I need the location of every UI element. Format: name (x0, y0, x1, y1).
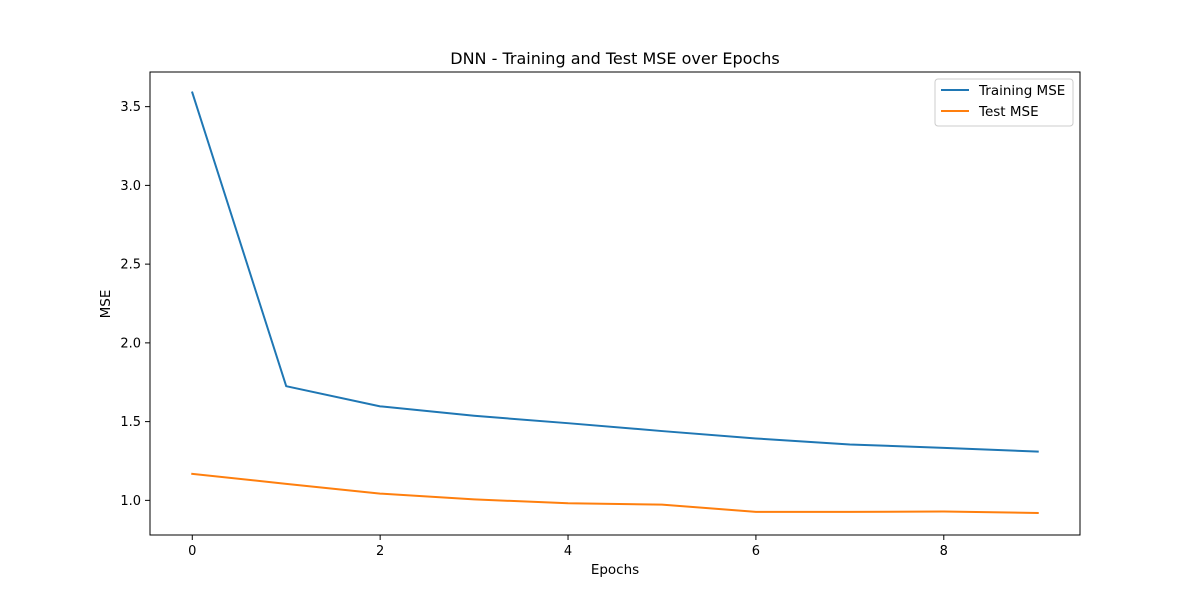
y-axis-label: MSE (98, 290, 114, 319)
x-axis-label: Epochs (591, 562, 639, 578)
axes-layer: 0 2 4 6 8 1.0 1.5 2.0 2.5 3.0 3.5 (120, 71, 1081, 559)
x-tick-label: 2 (376, 544, 384, 559)
y-tick-label: 2.5 (120, 258, 141, 273)
x-tick-label: 6 (752, 544, 760, 559)
y-tick-label: 1.0 (120, 494, 141, 509)
y-tick-label: 3.0 (120, 179, 141, 194)
legend: Training MSE Test MSE (934, 78, 1074, 127)
chart-title: DNN - Training and Test MSE over Epochs (450, 49, 779, 68)
y-tick-label: 2.0 (120, 336, 141, 351)
series-layer (191, 91, 1039, 514)
x-tick-label: 0 (188, 544, 196, 559)
axes-frame (149, 71, 1081, 536)
series-line-test-mse (191, 472, 1039, 514)
x-tick-label: 8 (940, 544, 948, 559)
legend-label: Test MSE (978, 104, 1039, 120)
legend-item-test-mse: Test MSE (941, 104, 1039, 120)
y-tick-label: 3.5 (120, 100, 141, 115)
x-tick-label: 4 (564, 544, 572, 559)
legend-box (934, 78, 1074, 127)
legend-label: Training MSE (978, 83, 1065, 99)
series-line-training-mse (191, 91, 1039, 453)
y-tick-label: 1.5 (120, 415, 141, 430)
legend-item-training-mse: Training MSE (941, 83, 1065, 99)
